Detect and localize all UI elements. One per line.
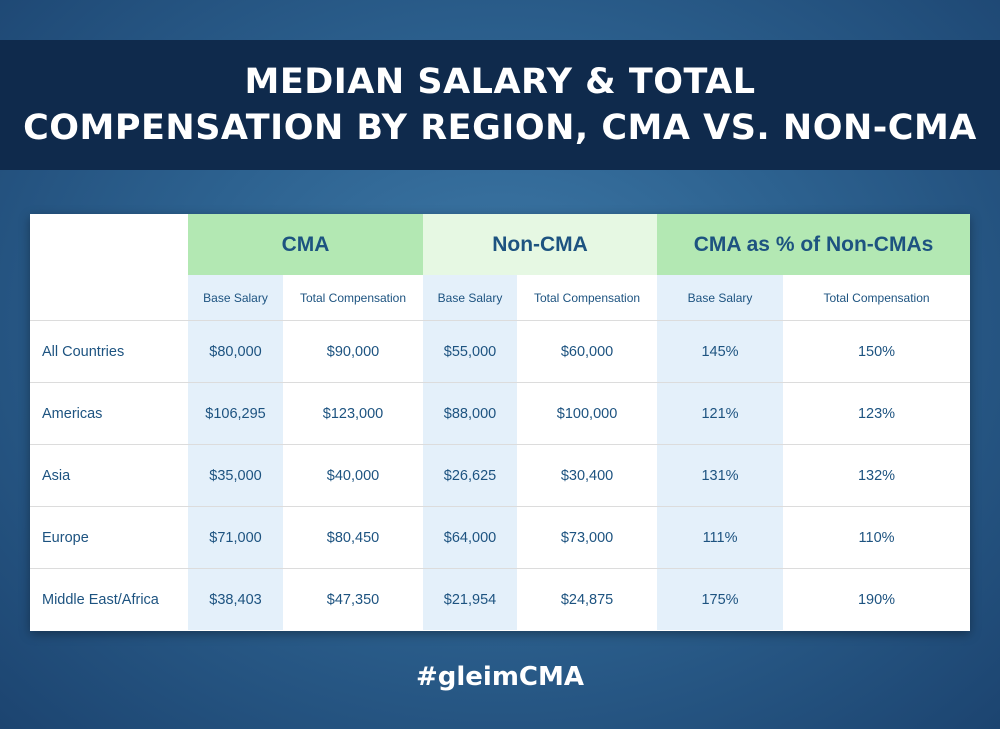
value-cell: $26,625 [423,444,518,507]
value-cell: $106,295 [188,382,283,445]
subheader-cell: Base Salary [188,275,283,321]
value-cell: $38,403 [188,568,283,630]
value-cell: $80,450 [283,506,424,569]
value-cell: 131% [657,444,784,507]
salary-table-card: CMA Non-CMA CMA as % of Non-CMAs Base Sa… [30,214,971,631]
hashtag: #gleimCMA [415,662,585,692]
salary-table: CMA Non-CMA CMA as % of Non-CMAs Base Sa… [30,214,971,630]
value-cell: $35,000 [188,444,283,507]
subheader-cell: Total Compensation [783,275,971,321]
subheader-cell: Total Compensation [283,275,424,321]
value-cell: $24,875 [517,568,658,630]
value-cell: $100,000 [517,382,658,445]
region-label: Middle East/Africa [30,568,188,630]
value-cell: 123% [783,382,971,445]
subheader-blank-cell [30,275,188,321]
region-label: All Countries [30,320,188,383]
value-cell: 175% [657,568,784,630]
value-cell: 121% [657,382,784,445]
group-header-row: CMA Non-CMA CMA as % of Non-CMAs [30,214,971,275]
table-row: All Countries $80,000 $90,000 $55,000 $60,00… [30,320,971,383]
subheader-cell: Base Salary [423,275,518,321]
value-cell: 150% [783,320,971,383]
table-body: All Countries $80,000 $90,000 $55,000 $60,00… [30,320,971,630]
table-row: Asia $35,000 $40,000 $26,625 $30,400 131% 132% [30,444,971,507]
table-row: Americas $106,295 $123,000 $88,000 $100,000 1… [30,382,971,445]
value-cell: $40,000 [283,444,424,507]
value-cell: $80,000 [188,320,283,383]
group-header-cma: CMA [188,214,424,275]
table-row: Europe $71,000 $80,450 $64,000 $73,000 111% 11… [30,506,971,569]
subheader-cell: Total Compensation [517,275,658,321]
value-cell: $88,000 [423,382,518,445]
value-cell: 132% [783,444,971,507]
blank-header-cell [30,214,188,275]
value-cell: $90,000 [283,320,424,383]
value-cell: 111% [657,506,784,569]
value-cell: $73,000 [517,506,658,569]
title-line-1: MEDIAN SALARY & TOTAL [244,62,756,102]
value-cell: $64,000 [423,506,518,569]
table-row: Middle East/Africa $38,403 $47,350 $21,954 $… [30,568,971,630]
subheader-row: Base Salary Total Compensation Base Sala… [30,275,971,321]
value-cell: 190% [783,568,971,630]
group-header-cma-percent: CMA as % of Non-CMAs [657,214,971,275]
value-cell: $47,350 [283,568,424,630]
region-label: Americas [30,382,188,445]
value-cell: $55,000 [423,320,518,383]
group-header-non-cma: Non-CMA [423,214,658,275]
value-cell: $60,000 [517,320,658,383]
subheader-cell: Base Salary [657,275,784,321]
region-label: Europe [30,506,188,569]
value-cell: $30,400 [517,444,658,507]
value-cell: 110% [783,506,971,569]
region-label: Asia [30,444,188,507]
title-line-2: COMPENSATION BY REGION, CMA VS. NON-CMA [23,108,977,148]
value-cell: $21,954 [423,568,518,630]
value-cell: $71,000 [188,506,283,569]
value-cell: $123,000 [283,382,424,445]
value-cell: 145% [657,320,784,383]
title-band: MEDIAN SALARY & TOTAL COMPENSATION BY RE… [0,40,1000,170]
